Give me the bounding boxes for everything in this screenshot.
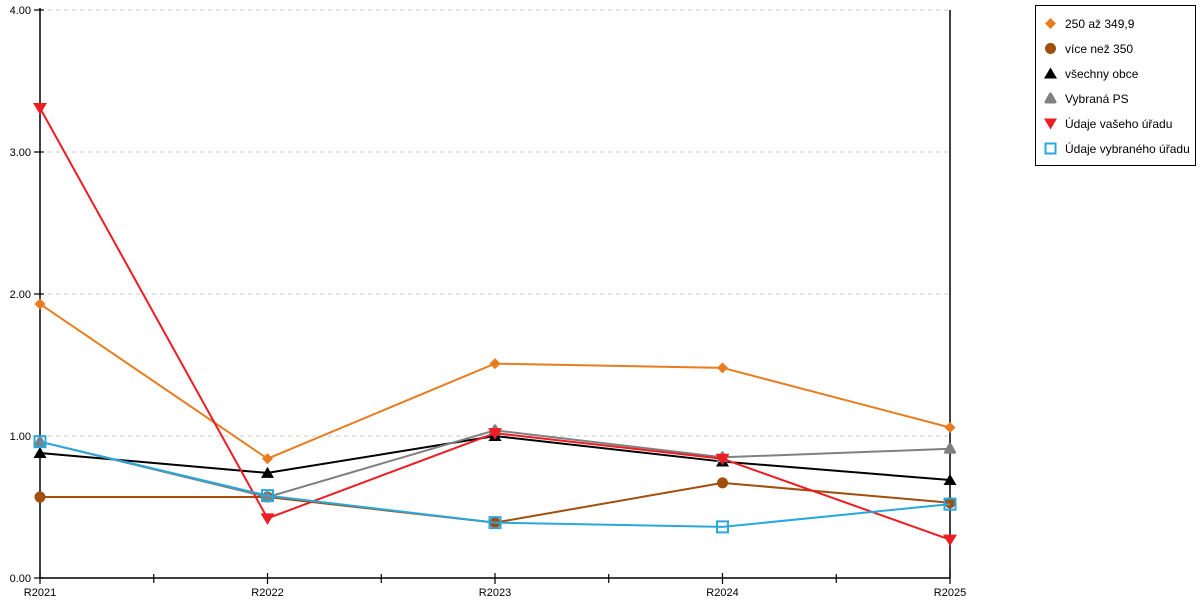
legend-item-label: Údaje vašeho úřadu xyxy=(1065,116,1173,131)
data-point-s5 xyxy=(488,516,502,530)
data-point-s0 xyxy=(944,421,956,433)
data-point-s0 xyxy=(489,358,501,370)
legend-item-4: Údaje vašeho úřadu xyxy=(1043,111,1189,136)
legend-item-0: 250 až 349,9 xyxy=(1043,11,1189,36)
data-point-s4 xyxy=(260,513,275,525)
triangle-up-rounded-legend-icon xyxy=(1044,92,1057,104)
y-tick-label: 1.00 xyxy=(10,431,31,443)
legend-item-label: Vybraná PS xyxy=(1065,91,1129,106)
marker xyxy=(1045,18,1056,29)
x-tick-label: R2023 xyxy=(479,587,511,599)
marker xyxy=(1044,142,1057,155)
data-point-s2 xyxy=(33,447,47,459)
data-point-s1 xyxy=(34,491,46,503)
x-tick-label: R2022 xyxy=(251,587,283,599)
data-point-s0 xyxy=(34,298,46,310)
diamond-legend-icon xyxy=(1045,18,1056,29)
data-point-s5 xyxy=(261,489,274,503)
x-tick-label: R2024 xyxy=(706,587,738,599)
data-point-s3 xyxy=(34,435,46,447)
y-tick-label: 2.00 xyxy=(10,289,31,301)
square-open-legend-icon xyxy=(1044,142,1057,155)
triangle-up-legend-icon xyxy=(1044,67,1057,79)
legend-item-label: Údaje vybraného úřadu xyxy=(1065,141,1190,156)
data-point-s0 xyxy=(717,362,728,374)
data-point-s4 xyxy=(488,428,502,440)
data-point-s0 xyxy=(262,453,273,465)
legend-item-label: 250 až 349,9 xyxy=(1065,16,1135,31)
y-tick-label: 4.00 xyxy=(10,5,31,17)
marker xyxy=(1044,118,1057,130)
x-tick-label: R2021 xyxy=(24,587,56,599)
data-point-s1 xyxy=(944,497,956,509)
data-point-s3 xyxy=(944,442,956,454)
legend-item-label: více než 350 xyxy=(1065,41,1134,56)
y-tick-label: 3.00 xyxy=(10,147,31,159)
data-point-s5 xyxy=(33,435,47,449)
data-point-s4 xyxy=(33,102,47,115)
data-point-s4 xyxy=(943,534,957,547)
legend-item-2: všechny obce xyxy=(1043,61,1189,86)
y-tick-label: 0.00 xyxy=(10,573,31,585)
data-point-s5 xyxy=(943,497,957,511)
data-point-s2 xyxy=(943,474,957,486)
legend-item-label: všechny obce xyxy=(1065,66,1139,81)
series-line-5 xyxy=(39,440,951,528)
x-tick-label: R2025 xyxy=(934,587,966,599)
triangle-down-legend-icon xyxy=(1044,118,1057,130)
marker xyxy=(1044,67,1057,79)
data-point-s5 xyxy=(716,520,729,534)
legend-item-3: Vybraná PS xyxy=(1043,86,1189,111)
legend-item-5: Údaje vybraného úřadu xyxy=(1043,136,1190,161)
marker xyxy=(1044,92,1057,104)
data-point-s1 xyxy=(717,477,728,489)
data-point-s2 xyxy=(261,466,274,478)
legend: 250 až 349,9 více než 350 všechny obce Vybr… xyxy=(1035,5,1196,166)
data-point-s4 xyxy=(715,453,730,466)
legend-item-1: více než 350 xyxy=(1043,36,1189,61)
marker xyxy=(1045,43,1056,54)
circle-legend-icon xyxy=(1045,43,1056,54)
